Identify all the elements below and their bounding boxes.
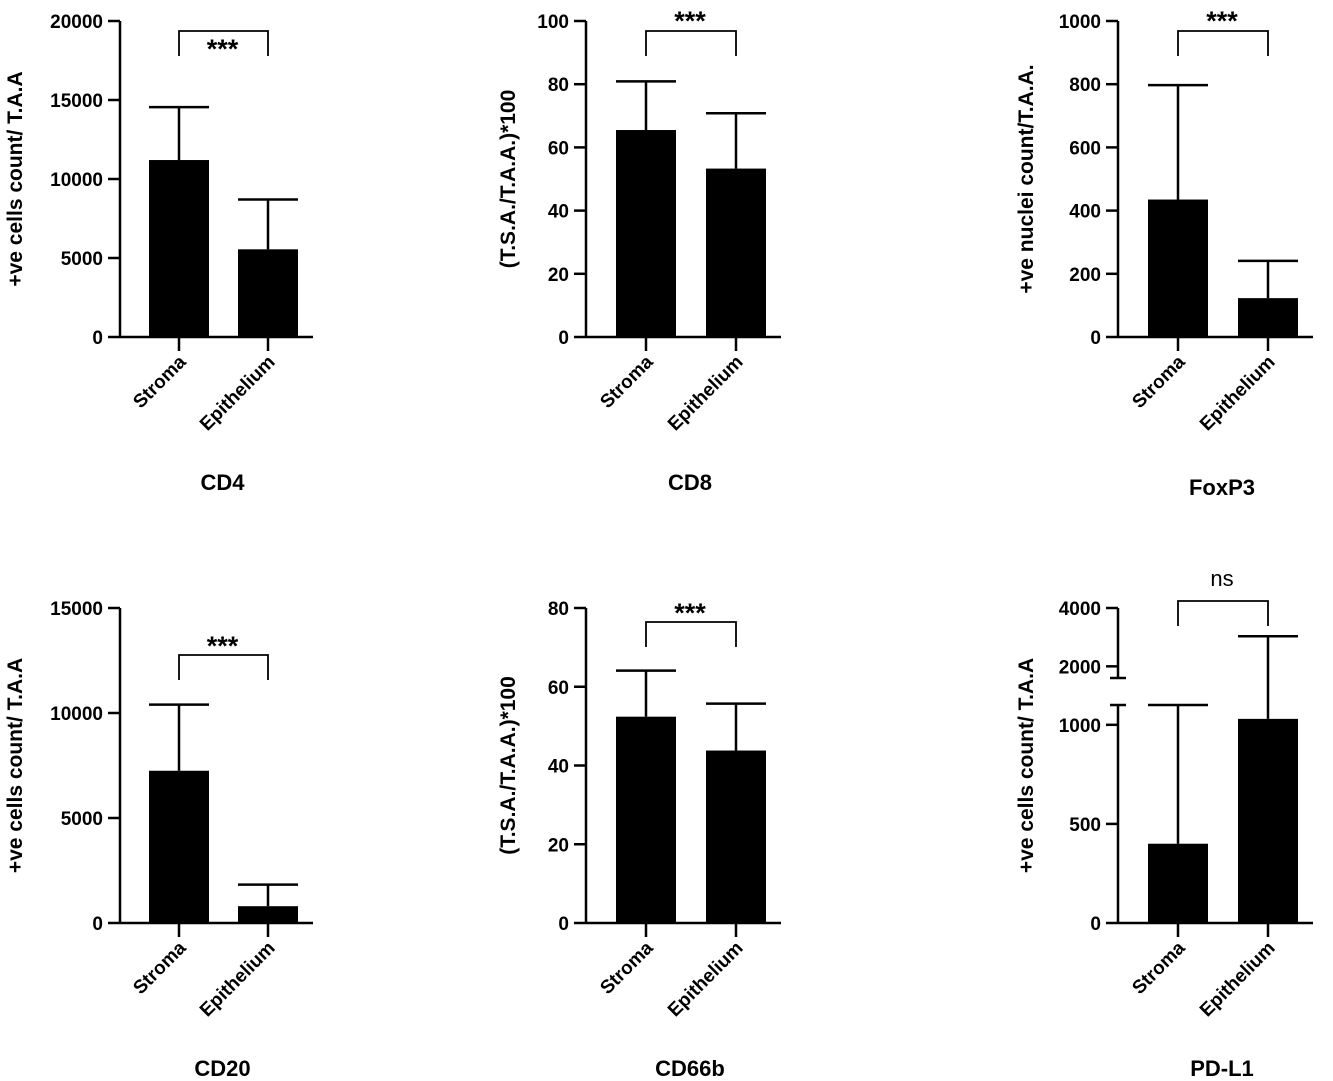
bar: [1238, 718, 1298, 923]
y-tick-label: 10000: [50, 704, 103, 725]
y-tick-label: 800: [1069, 75, 1101, 96]
significance-bracket: [178, 30, 269, 56]
y-tick-label: 1000: [1059, 716, 1101, 737]
y-tick-label: 0: [92, 914, 103, 935]
y-tick-label: 200: [1069, 265, 1101, 286]
chart-panel-cd8: Stroma Epithelium 0 20 40 60 80 100 (T.S.A./T.A.…: [497, 6, 781, 495]
x-tick-label: Epithelium: [196, 352, 280, 436]
y-axis-title: +ve cells count/ T.A.A: [1015, 658, 1038, 873]
y-tick-label: 1000: [1059, 12, 1101, 33]
y-tick-label: 20: [548, 835, 569, 856]
significance-bracket: [1177, 600, 1269, 626]
y-tick-label: 60: [548, 138, 569, 159]
bar: [706, 750, 766, 923]
y-tick-label: 40: [548, 757, 569, 778]
x-tick-label: Epithelium: [664, 352, 748, 436]
significance-bracket: [1177, 30, 1269, 56]
significance-label: ***: [207, 631, 239, 661]
y-tick-label: 0: [1090, 914, 1101, 935]
significance-bracket: [178, 654, 269, 680]
panel-title: PD-L1: [1190, 1056, 1254, 1081]
significance-label: ns: [1210, 566, 1233, 591]
significance-label: ***: [1206, 6, 1238, 36]
x-tick-label: Stroma: [129, 937, 190, 998]
y-tick-label: 0: [558, 328, 569, 349]
x-tick-label: Stroma: [596, 351, 657, 412]
y-tick-label: 5000: [61, 249, 103, 270]
chart-panel-cd20: Stroma Epithelium 0 5000 10000 15000 +ve cells…: [4, 599, 313, 1081]
significance-label: ***: [207, 34, 239, 64]
y-tick-label: 15000: [50, 91, 103, 112]
y-tick-label: 4000: [1059, 599, 1101, 620]
bar: [238, 906, 298, 923]
y-tick-label: 15000: [50, 599, 103, 620]
y-tick-label: 10000: [50, 170, 103, 191]
panel-title: CD20: [194, 1056, 250, 1081]
y-tick-label: 500: [1069, 815, 1101, 836]
bar: [616, 130, 676, 337]
y-axis-title: (T.S.A./T.A.A.)*100: [497, 90, 520, 269]
y-tick-label: 80: [548, 599, 569, 620]
y-axis-title: +ve nuclei count/T.A.A.: [1015, 64, 1038, 293]
chart-panel-cd4: Stroma Epithelium 0 5000 10000 15000 20000 +ve …: [4, 12, 313, 495]
y-tick-label: 80: [548, 75, 569, 96]
y-tick-label: 0: [92, 328, 103, 349]
y-tick-label: 5000: [61, 809, 103, 830]
x-tick-label: Epithelium: [196, 938, 280, 1022]
bar: [706, 168, 766, 337]
significance-bracket: [645, 30, 737, 56]
y-axis-title: +ve cells count/ T.A.A: [4, 658, 27, 873]
x-tick-label: Epithelium: [664, 938, 748, 1022]
y-tick-label: 0: [1090, 328, 1101, 349]
x-tick-label: Stroma: [1128, 937, 1189, 998]
y-axis-title: (T.S.A./T.A.A.)*100: [497, 676, 520, 855]
bar: [149, 160, 209, 337]
x-tick-label: Stroma: [596, 937, 657, 998]
x-tick-label: Stroma: [1128, 351, 1189, 412]
y-tick-label: 60: [548, 678, 569, 699]
chart-panel-cd66b: Stroma Epithelium 0 20 40 60 80 (T.S.A./T.A.A.)…: [497, 598, 781, 1081]
y-tick-label: 400: [1069, 202, 1101, 223]
y-tick-label: 20: [548, 265, 569, 286]
bar: [238, 249, 298, 337]
significance-bracket: [645, 621, 737, 647]
x-tick-label: Epithelium: [1196, 352, 1280, 436]
bar: [149, 770, 209, 923]
x-tick-label: Stroma: [129, 351, 190, 412]
panel-title: CD8: [668, 470, 712, 495]
bar: [1148, 843, 1208, 923]
panel-title: FoxP3: [1189, 475, 1255, 500]
y-tick-label: 40: [548, 202, 569, 223]
panel-title: CD4: [200, 470, 245, 495]
bar: [1238, 298, 1298, 337]
y-tick-label: 0: [558, 914, 569, 935]
y-tick-label: 20000: [50, 12, 103, 33]
significance-label: ***: [674, 6, 706, 36]
y-tick-label: 100: [537, 12, 569, 33]
significance-label: ***: [674, 598, 706, 628]
y-tick-label: 2000: [1059, 657, 1101, 678]
y-axis-title: +ve cells count/ T.A.A: [4, 71, 27, 286]
y-tick-label: 600: [1069, 138, 1101, 159]
chart-panel-pd-l1: Stroma Epithelium 0 500 1000 2000 4000 +ve cell…: [1015, 566, 1313, 1081]
panel-title: CD66b: [655, 1056, 725, 1081]
bar: [616, 716, 676, 923]
bar: [1148, 199, 1208, 337]
x-tick-label: Epithelium: [1196, 938, 1280, 1022]
chart-panel-foxp3: Stroma Epithelium 0 200 400 600 800 1000 +ve nuc…: [1015, 6, 1313, 500]
